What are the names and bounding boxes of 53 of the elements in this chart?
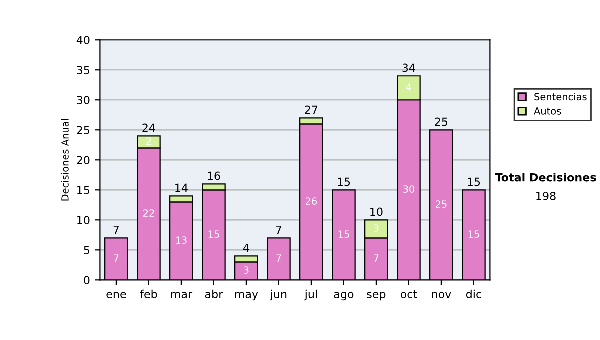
x-tick-label: jul — [304, 290, 318, 301]
y-tick-label: 25 — [77, 126, 90, 135]
y-tick-label: 10 — [78, 216, 90, 225]
data-label: 3 — [374, 224, 379, 232]
total-label: 15 — [338, 178, 350, 186]
legend-label: Autos — [534, 108, 562, 115]
y-tick-label: 20 — [77, 156, 90, 165]
data-label: 7 — [114, 254, 119, 262]
y-tick-label: 40 — [76, 36, 90, 44]
legend-label: Sentencias — [534, 93, 587, 101]
y-tick-label: 30 — [77, 96, 90, 105]
data-label: 4 — [406, 84, 412, 91]
data-label: 15 — [208, 230, 220, 238]
data-label: 3 — [244, 266, 249, 274]
data-label: 7 — [276, 254, 282, 262]
y-axis-title: Decisiones Anual — [61, 119, 69, 201]
total-label: 14 — [176, 184, 188, 192]
x-tick-label: ene — [106, 292, 126, 298]
total-label: 27 — [305, 106, 318, 114]
data-label: 22 — [143, 210, 154, 217]
total-label: 25 — [435, 118, 448, 126]
x-tick-label: ago — [334, 292, 354, 301]
x-tick-label: jun — [270, 290, 287, 301]
data-label: 13 — [176, 236, 187, 244]
total-label: 34 — [402, 64, 416, 72]
text: Total Decisiones — [495, 173, 596, 182]
x-tick-label: nov — [432, 292, 452, 298]
total-label: 7 — [276, 226, 282, 234]
total-label: 15 — [468, 178, 480, 186]
data-label: 25 — [436, 200, 447, 208]
text: 198 — [536, 192, 556, 200]
total-label: 4 — [243, 244, 250, 252]
total-label: 16 — [208, 172, 220, 180]
total-label: 7 — [114, 226, 120, 234]
x-tick-label: oct — [400, 290, 418, 298]
total-label: 10 — [370, 208, 383, 216]
data-label: 15 — [338, 230, 350, 238]
x-tick-label: feb — [140, 290, 158, 298]
x-tick-label: may — [235, 292, 258, 301]
total-label: 24 — [142, 124, 156, 132]
data-label: 26 — [306, 198, 318, 205]
x-tick-label: mar — [171, 292, 193, 298]
data-label: 2 — [146, 138, 152, 145]
y-tick-label: 15 — [78, 186, 90, 195]
y-tick-label: 5 — [84, 246, 90, 255]
data-label: 7 — [374, 254, 379, 262]
y-tick-label: 35 — [77, 66, 90, 75]
data-label: 30 — [404, 186, 414, 193]
y-tick-label: 0 — [84, 276, 90, 285]
x-tick-label: abr — [205, 290, 224, 298]
x-tick-label: dic — [466, 290, 482, 298]
data-label: 15 — [468, 230, 480, 238]
x-tick-label: sep — [367, 292, 386, 301]
